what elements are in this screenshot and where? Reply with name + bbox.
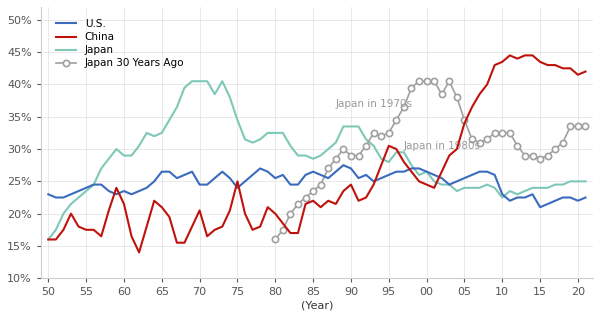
Text: Japan in 1980s: Japan in 1980s xyxy=(404,141,481,151)
X-axis label: (Year): (Year) xyxy=(301,300,333,310)
Legend: U.S., China, Japan, Japan 30 Years Ago: U.S., China, Japan, Japan 30 Years Ago xyxy=(52,15,188,73)
Text: Japan in 1970s: Japan in 1970s xyxy=(336,99,413,109)
